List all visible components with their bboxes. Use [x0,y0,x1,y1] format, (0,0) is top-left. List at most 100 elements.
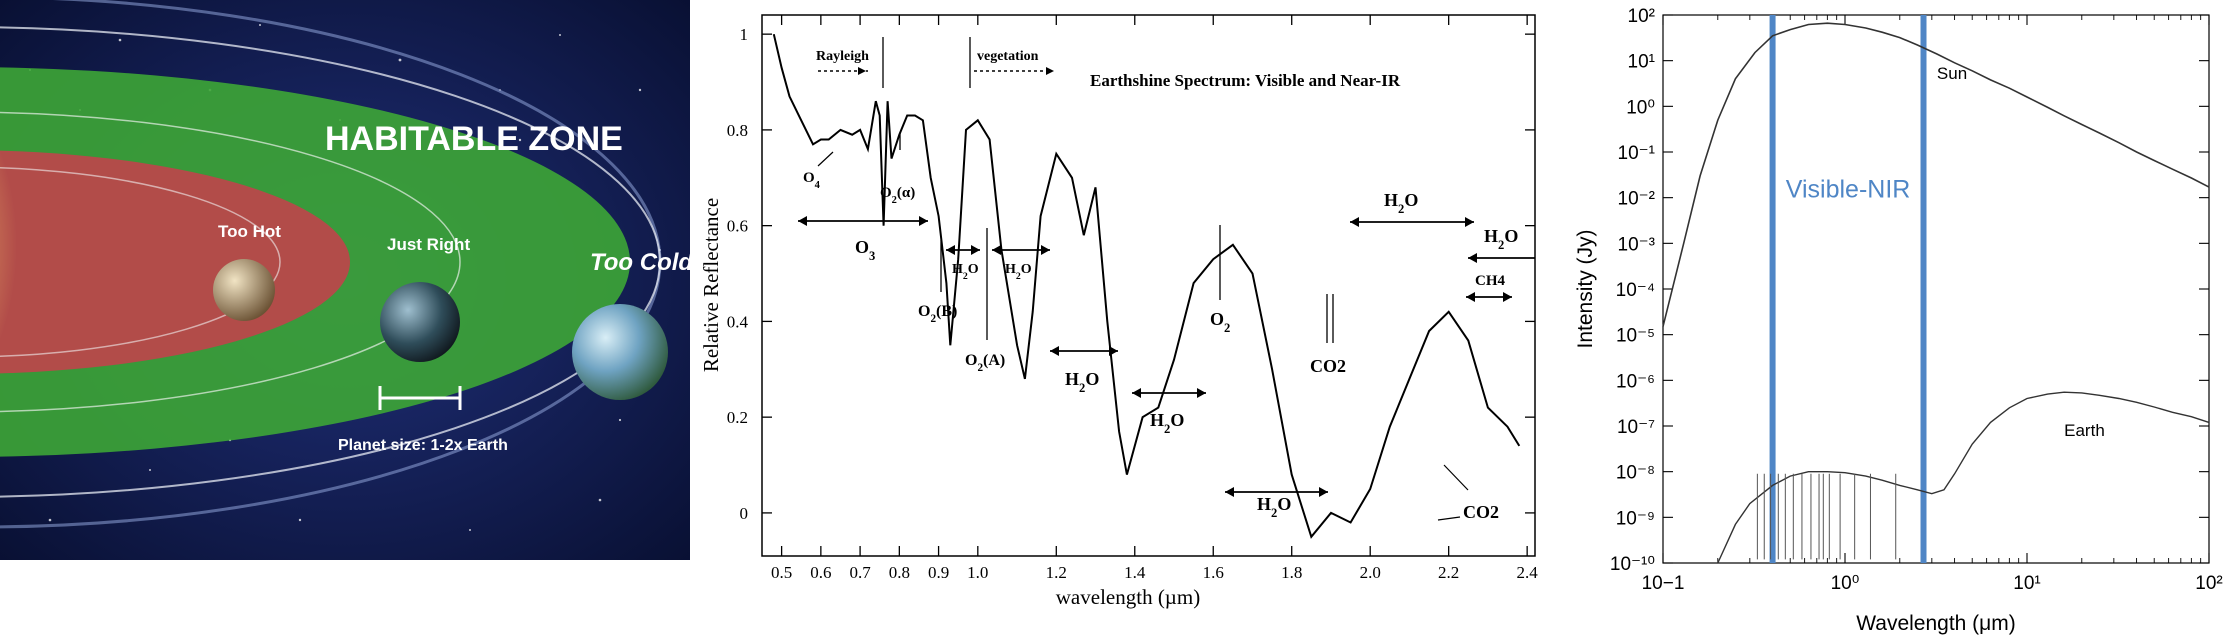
too-hot-label: Too Hot [218,222,281,241]
earthshine-svg: 0.5 0.6 0.7 0.8 0.9 1.0 1.2 1.4 1.6 1.8 2.0 2.2 2.4 0… [699,14,1538,609]
earthshine-arrowhead-h2o-f [1465,217,1474,227]
earthshine-arrowhead-h2o-g [1468,253,1477,263]
earthshine-annotation-h2o-b: H2O [1005,262,1032,282]
earthshine-arrowhead-o3 [919,216,928,226]
earthshine-marker-o4 [817,151,834,167]
planet-too-cold [572,304,668,400]
earthshine-annotation-o2-alpha: O2(α) [880,185,915,206]
sed-ytick-label: 10⁰ [1626,97,1655,118]
middle-orbit [0,111,461,413]
earthshine-arrowhead-ch4 [1503,292,1512,302]
earthshine-ytick-label: 0.8 [727,121,748,140]
earthshine-title: Earthshine Spectrum: Visible and Near-IR [1090,71,1401,90]
sed-plot-frame [1662,14,2210,564]
planet-too-hot [213,259,275,321]
sun-series-label: Sun [1937,64,1967,83]
earthshine-xtick-label: 2.2 [1438,563,1459,582]
planet-just-right [380,282,460,362]
earthshine-annotation-rayleigh: Rayleigh [816,49,869,64]
outer-orbit [0,26,661,498]
visible-nir-label: Visible-NIR [1786,176,1911,204]
earthshine-annotation-h2o-f: H2O [1384,190,1418,216]
earthshine-arrowhead-h2o-d [1132,388,1141,398]
habitable-zone-title: HABITABLE ZONE [325,120,623,158]
earthshine-ylabel: Relative Reflectance [699,198,723,372]
sed-xlabel: Wavelength (μm) [1856,612,2016,635]
earthshine-xtick-label: 1.8 [1281,563,1302,582]
sed-ytick-label: 10⁻³ [1618,234,1656,255]
earthshine-arrowhead-h2o-c [1109,346,1118,356]
earthshine-annotation-o2: O2 [1210,309,1230,335]
earthshine-annotation-co2-a: CO2 [1310,356,1346,376]
sed-ylabel: Intensity (Jy) [1574,229,1597,348]
sed-xtick-label: 10⁰ [1831,573,1860,594]
sed-ytick-label: 10⁻⁸ [1616,463,1655,484]
earthshine-arrowhead-h2o-b [1041,245,1050,255]
earthshine-arrowhead-h2o-e [1225,487,1234,497]
habitable-zone-canvas: HABITABLE ZONE Too Hot Just Right Too Co… [0,0,690,560]
earthshine-marker-co2-b2 [1437,516,1461,521]
sed-svg: 10−1 10⁰ 10¹ 10² 10⁻¹⁰ 10⁻⁹ 10⁻⁸ 10⁻⁷ 10⁻⁶ 10⁻⁵ 10… [1574,6,2223,635]
sed-xtick-label: 10¹ [2013,573,2040,594]
sun-earth-sed-chart: 10−1 10⁰ 10¹ 10² 10⁻¹⁰ 10⁻⁹ 10⁻⁸ 10⁻⁷ 10⁻⁶ 10⁻⁵ 10… [1560,0,2229,643]
earthshine-annotation-h2o-e: H2O [1257,494,1291,520]
earthshine-ticks: 0.5 0.6 0.7 0.8 0.9 1.0 1.2 1.4 1.6 1.8 2.0 2.2 2.4 0… [727,15,1538,582]
earthshine-annotation-ch4: CH4 [1475,273,1506,289]
earthshine-annotation-co2-b: CO2 [1463,502,1499,522]
earthshine-annotation-o2-b: O2(B) [918,303,957,325]
sun-series-line [1662,22,2210,327]
earthshine-ytick-label: 1 [740,25,749,44]
earth-absorption-lines [1756,473,1897,560]
earthshine-xtick-label: 0.9 [928,563,949,582]
sed-ytick-label: 10¹ [1628,52,1655,73]
too-cold-label: Too Cold [590,249,690,276]
earthshine-arrowhead-ch4 [1466,292,1475,302]
earthshine-marker-co2-b [1443,464,1469,491]
earthshine-annotation-o2-a: O2(A) [965,352,1005,374]
sed-ytick-label: 10⁻⁵ [1616,326,1655,347]
sed-ytick-label: 10⁻¹ [1618,143,1656,164]
earthshine-xtick-label: 0.7 [849,563,871,582]
earthshine-annotation-o3: O3 [855,237,875,263]
sed-ytick-label: 10⁻² [1618,189,1656,210]
earthshine-xtick-label: 0.5 [771,563,792,582]
sed-xtick-label: 10² [2195,573,2222,594]
earthshine-arrowhead-h2o-a [971,245,980,255]
earthshine-xtick-label: 1.4 [1124,563,1146,582]
earthshine-ytick-label: 0.4 [727,312,749,331]
earthshine-arrowhead-h2o-b [992,245,1001,255]
earthshine-annotation-h2o-a: H2O [952,262,979,282]
habitable-zone-illustration: HABITABLE ZONE Too Hot Just Right Too Co… [0,0,690,560]
earthshine-annotation-o4: O4 [803,170,821,191]
earthshine-arrowhead-h2o-c [1050,346,1059,356]
earthshine-arrowhead-vegetation [1046,67,1054,75]
earthshine-xtick-label: 1.0 [967,563,988,582]
earthshine-ytick-label: 0.2 [727,408,748,427]
earthshine-xtick-label: 0.6 [810,563,831,582]
sed-ytick-label: 10⁻⁹ [1616,508,1655,529]
sed-ytick-label: 10⁻⁷ [1617,417,1655,438]
sed-ytick-label: 10⁻¹⁰ [1610,554,1655,575]
earthshine-arrowhead-h2o-e [1319,487,1328,497]
earthshine-annotations: Rayleigh vegetation O4 O2(α) O3 O2(B) O2(A) H2O… [798,37,1535,522]
just-right-label: Just Right [387,235,470,254]
earthshine-xtick-label: 0.8 [889,563,910,582]
sed-xtick-label: 10−1 [1642,573,1685,594]
earthshine-xtick-label: 2.0 [1360,563,1381,582]
earth-series-line [1717,391,2210,564]
earthshine-ytick-label: 0.6 [727,217,748,236]
earthshine-chart: 0.5 0.6 0.7 0.8 0.9 1.0 1.2 1.4 1.6 1.8 2.0 2.2 2.4 0… [690,0,1550,643]
earthshine-xlabel: wavelength (µm) [1056,585,1200,609]
earthshine-xtick-label: 1.2 [1046,563,1067,582]
earthshine-annotation-vegetation: vegetation [977,49,1039,64]
earthshine-annotation-h2o-g: H2O [1484,226,1518,252]
sed-ytick-label: 10² [1628,6,1655,27]
earthshine-arrowhead-h2o-f [1350,217,1359,227]
planet-size-label: Planet size: 1-2x Earth [338,437,508,454]
earthshine-arrowhead-h2o-d [1197,388,1206,398]
earthshine-xtick-label: 1.6 [1203,563,1224,582]
inner-orbit [0,167,281,357]
earthshine-annotation-h2o-d: H2O [1150,410,1184,436]
sed-ytick-label: 10⁻⁴ [1616,280,1655,301]
sed-ytick-label: 10⁻⁶ [1616,371,1655,392]
